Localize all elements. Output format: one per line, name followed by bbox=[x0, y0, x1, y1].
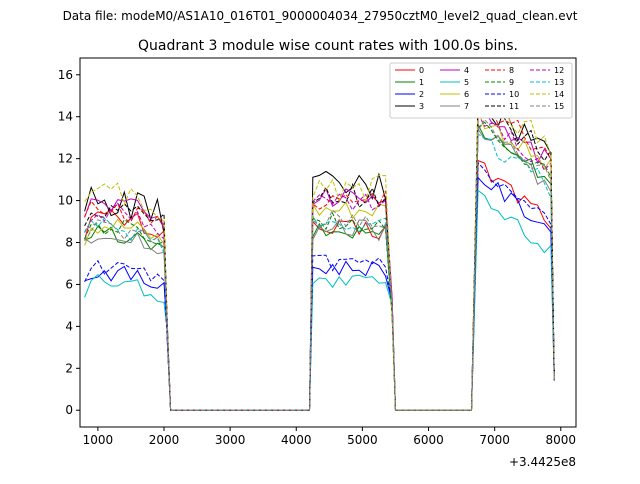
x-tick-label: 5000 bbox=[347, 433, 378, 447]
y-tick-label: 12 bbox=[58, 152, 73, 166]
legend-frame bbox=[389, 62, 573, 119]
legend-label-10: 10 bbox=[509, 90, 519, 99]
legend-label-2: 2 bbox=[419, 90, 424, 99]
series-line-9 bbox=[84, 121, 555, 411]
legend-label-8: 8 bbox=[509, 66, 514, 75]
x-tick-label: 4000 bbox=[281, 433, 312, 447]
legend-label-5: 5 bbox=[464, 78, 469, 87]
y-tick-label: 16 bbox=[58, 68, 73, 82]
series-layer bbox=[84, 90, 555, 411]
series-line-15 bbox=[84, 118, 555, 411]
series-line-4 bbox=[84, 109, 555, 411]
series-line-12 bbox=[84, 113, 555, 411]
x-tick-label: 7000 bbox=[479, 433, 510, 447]
series-line-1 bbox=[84, 124, 555, 411]
y-tick-label: 0 bbox=[65, 403, 73, 417]
legend-label-7: 7 bbox=[464, 102, 469, 111]
x-tick-label: 6000 bbox=[413, 433, 444, 447]
legend-label-9: 9 bbox=[509, 78, 514, 87]
series-line-3 bbox=[84, 106, 555, 411]
x-axis-offset-label: +3.4425e8 bbox=[509, 455, 576, 469]
x-tick-label: 1000 bbox=[83, 433, 114, 447]
chart-title: Quadrant 3 module wise count rates with … bbox=[138, 38, 518, 54]
series-line-7 bbox=[84, 127, 555, 411]
series-line-6 bbox=[84, 110, 555, 411]
y-tick-label: 2 bbox=[65, 361, 73, 375]
legend-label-13: 13 bbox=[554, 78, 564, 87]
series-line-0 bbox=[84, 159, 555, 411]
series-line-8 bbox=[84, 102, 555, 411]
x-tick-label: 8000 bbox=[546, 433, 577, 447]
figure-suptitle: Data file: modeM0/AS1A10_016T01_90000040… bbox=[63, 9, 578, 23]
legend-label-11: 11 bbox=[509, 102, 519, 111]
y-tick-label: 14 bbox=[58, 110, 73, 124]
x-tick-label: 2000 bbox=[149, 433, 180, 447]
legend-label-1: 1 bbox=[419, 78, 424, 87]
y-tick-label: 6 bbox=[65, 277, 73, 291]
legend-label-12: 12 bbox=[554, 66, 564, 75]
legend-label-4: 4 bbox=[464, 66, 469, 75]
y-tick-label: 8 bbox=[65, 236, 73, 250]
y-tick-label: 10 bbox=[58, 194, 73, 208]
legend-label-3: 3 bbox=[419, 102, 424, 111]
legend-label-14: 14 bbox=[554, 90, 564, 99]
x-tick-label: 3000 bbox=[215, 433, 246, 447]
series-line-14 bbox=[84, 90, 555, 411]
legend-label-6: 6 bbox=[464, 90, 469, 99]
series-line-10 bbox=[84, 161, 555, 411]
axes-layer: 1000 2000 3000 4000 5000 6000 7000 800002468101… bbox=[58, 68, 576, 447]
series-line-2 bbox=[84, 176, 555, 411]
y-tick-label: 4 bbox=[65, 319, 73, 333]
legend-label-0: 0 bbox=[419, 66, 424, 75]
legend-label-15: 15 bbox=[554, 102, 564, 111]
